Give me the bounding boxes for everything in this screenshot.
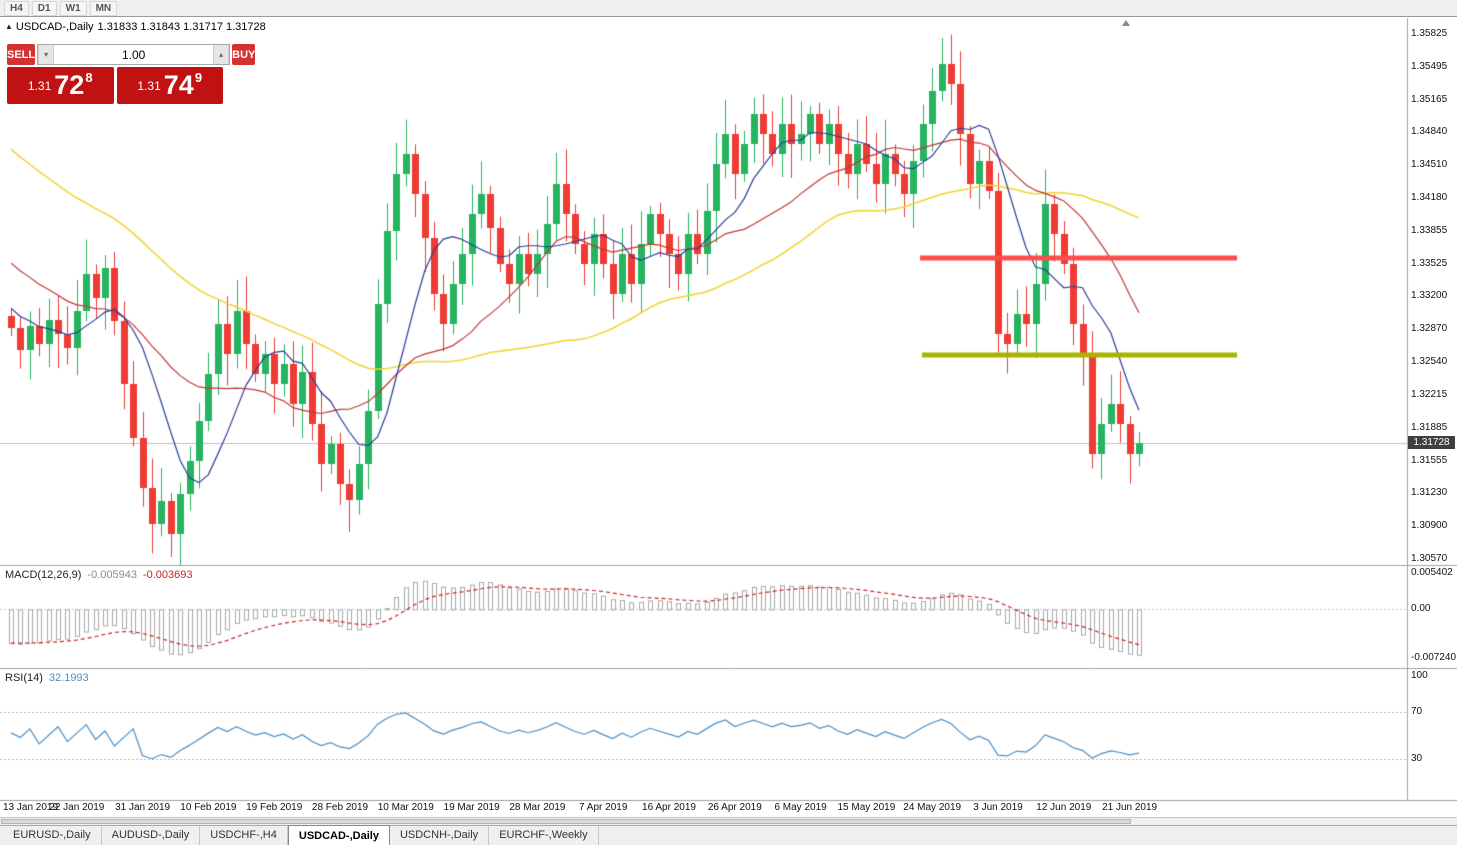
chart-tab-usdcad-daily[interactable]: USDCAD-,Daily bbox=[287, 825, 390, 845]
chart-tab-usdcnh-daily[interactable]: USDCNH-,Daily bbox=[390, 826, 490, 845]
timeframe-button-mn[interactable]: MN bbox=[89, 0, 118, 16]
bid-big-digits: 72 bbox=[54, 70, 85, 100]
chart-tab-audusd-daily[interactable]: AUDUSD-,Daily bbox=[102, 826, 201, 845]
chart-shift-marker[interactable] bbox=[1122, 20, 1130, 26]
ask-prefix: 1.31 bbox=[137, 78, 161, 93]
chart-ohlc-values: 1.31833 1.31843 1.31717 1.31728 bbox=[97, 21, 266, 33]
chart-tabs-bar: EURUSD-,Daily AUDUSD-,Daily USDCHF-,H4 USDC… bbox=[0, 825, 1457, 845]
macd-signal-value: -0.003693 bbox=[142, 569, 193, 581]
rsi-value: 32.1993 bbox=[48, 672, 89, 684]
macd-name: MACD(12,26,9) bbox=[5, 569, 82, 581]
trade-controls-row: SELL ▾ ▴ BUY bbox=[7, 44, 256, 65]
timeframe-button-d1[interactable]: D1 bbox=[31, 0, 57, 16]
buy-button[interactable]: BUY bbox=[232, 44, 256, 65]
chart-symbol-period: USDCAD-,Daily bbox=[15, 21, 94, 33]
trade-price-row: 1.31 72 8 1.31 74 9 bbox=[7, 67, 223, 104]
chart-tab-eurchf-weekly[interactable]: EURCHF-,Weekly bbox=[489, 826, 599, 845]
chart-title: ▲ USDCAD-,Daily 1.31833 1.31843 1.31717 1.… bbox=[5, 21, 270, 33]
ask-big-digits: 74 bbox=[163, 70, 194, 100]
current-price-badge: 1.31728 bbox=[1408, 436, 1455, 450]
chart-tab-usdchf-h4[interactable]: USDCHF-,H4 bbox=[200, 826, 288, 845]
volume-up-button[interactable]: ▴ bbox=[213, 45, 230, 64]
rsi-name: RSI(14) bbox=[5, 672, 43, 684]
timeframe-button-w1[interactable]: W1 bbox=[59, 0, 87, 16]
volume-down-button[interactable]: ▾ bbox=[38, 45, 55, 64]
horizontal-scrollbar-thumb[interactable] bbox=[1, 819, 1131, 824]
volume-input[interactable] bbox=[54, 45, 214, 64]
macd-indicator-label: MACD(12,26,9) -0.005943 -0.003693 bbox=[5, 569, 193, 581]
timeframe-button-h4[interactable]: H4 bbox=[4, 0, 29, 16]
horizontal-scrollbar[interactable] bbox=[0, 817, 1457, 825]
timeframe-toolbar: H4 D1 W1 MN bbox=[0, 0, 1457, 17]
buy-price-button[interactable]: 1.31 74 9 bbox=[116, 67, 223, 104]
rsi-indicator-label: RSI(14) 32.1993 bbox=[5, 672, 89, 684]
macd-main-value: -0.005943 bbox=[87, 569, 137, 581]
bid-pip-digit: 8 bbox=[85, 70, 93, 85]
volume-control: ▾ ▴ bbox=[37, 44, 231, 65]
bid-prefix: 1.31 bbox=[27, 78, 52, 93]
chart-tab-eurusd-daily[interactable]: EURUSD-,Daily bbox=[3, 826, 102, 845]
sell-price-button[interactable]: 1.31 72 8 bbox=[7, 67, 114, 104]
sell-button[interactable]: SELL bbox=[7, 44, 36, 65]
ask-pip-digit: 9 bbox=[194, 70, 203, 85]
chart-collapse-icon[interactable]: ▲ bbox=[5, 22, 13, 31]
one-click-trading-panel: SELL ▾ ▴ BUY 1.31 72 8 1.31 74 9 bbox=[7, 44, 256, 104]
